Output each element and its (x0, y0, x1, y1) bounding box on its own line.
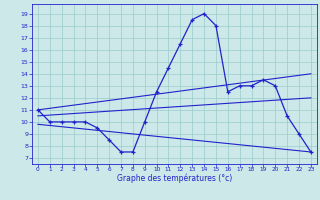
X-axis label: Graphe des températures (°c): Graphe des températures (°c) (117, 174, 232, 183)
